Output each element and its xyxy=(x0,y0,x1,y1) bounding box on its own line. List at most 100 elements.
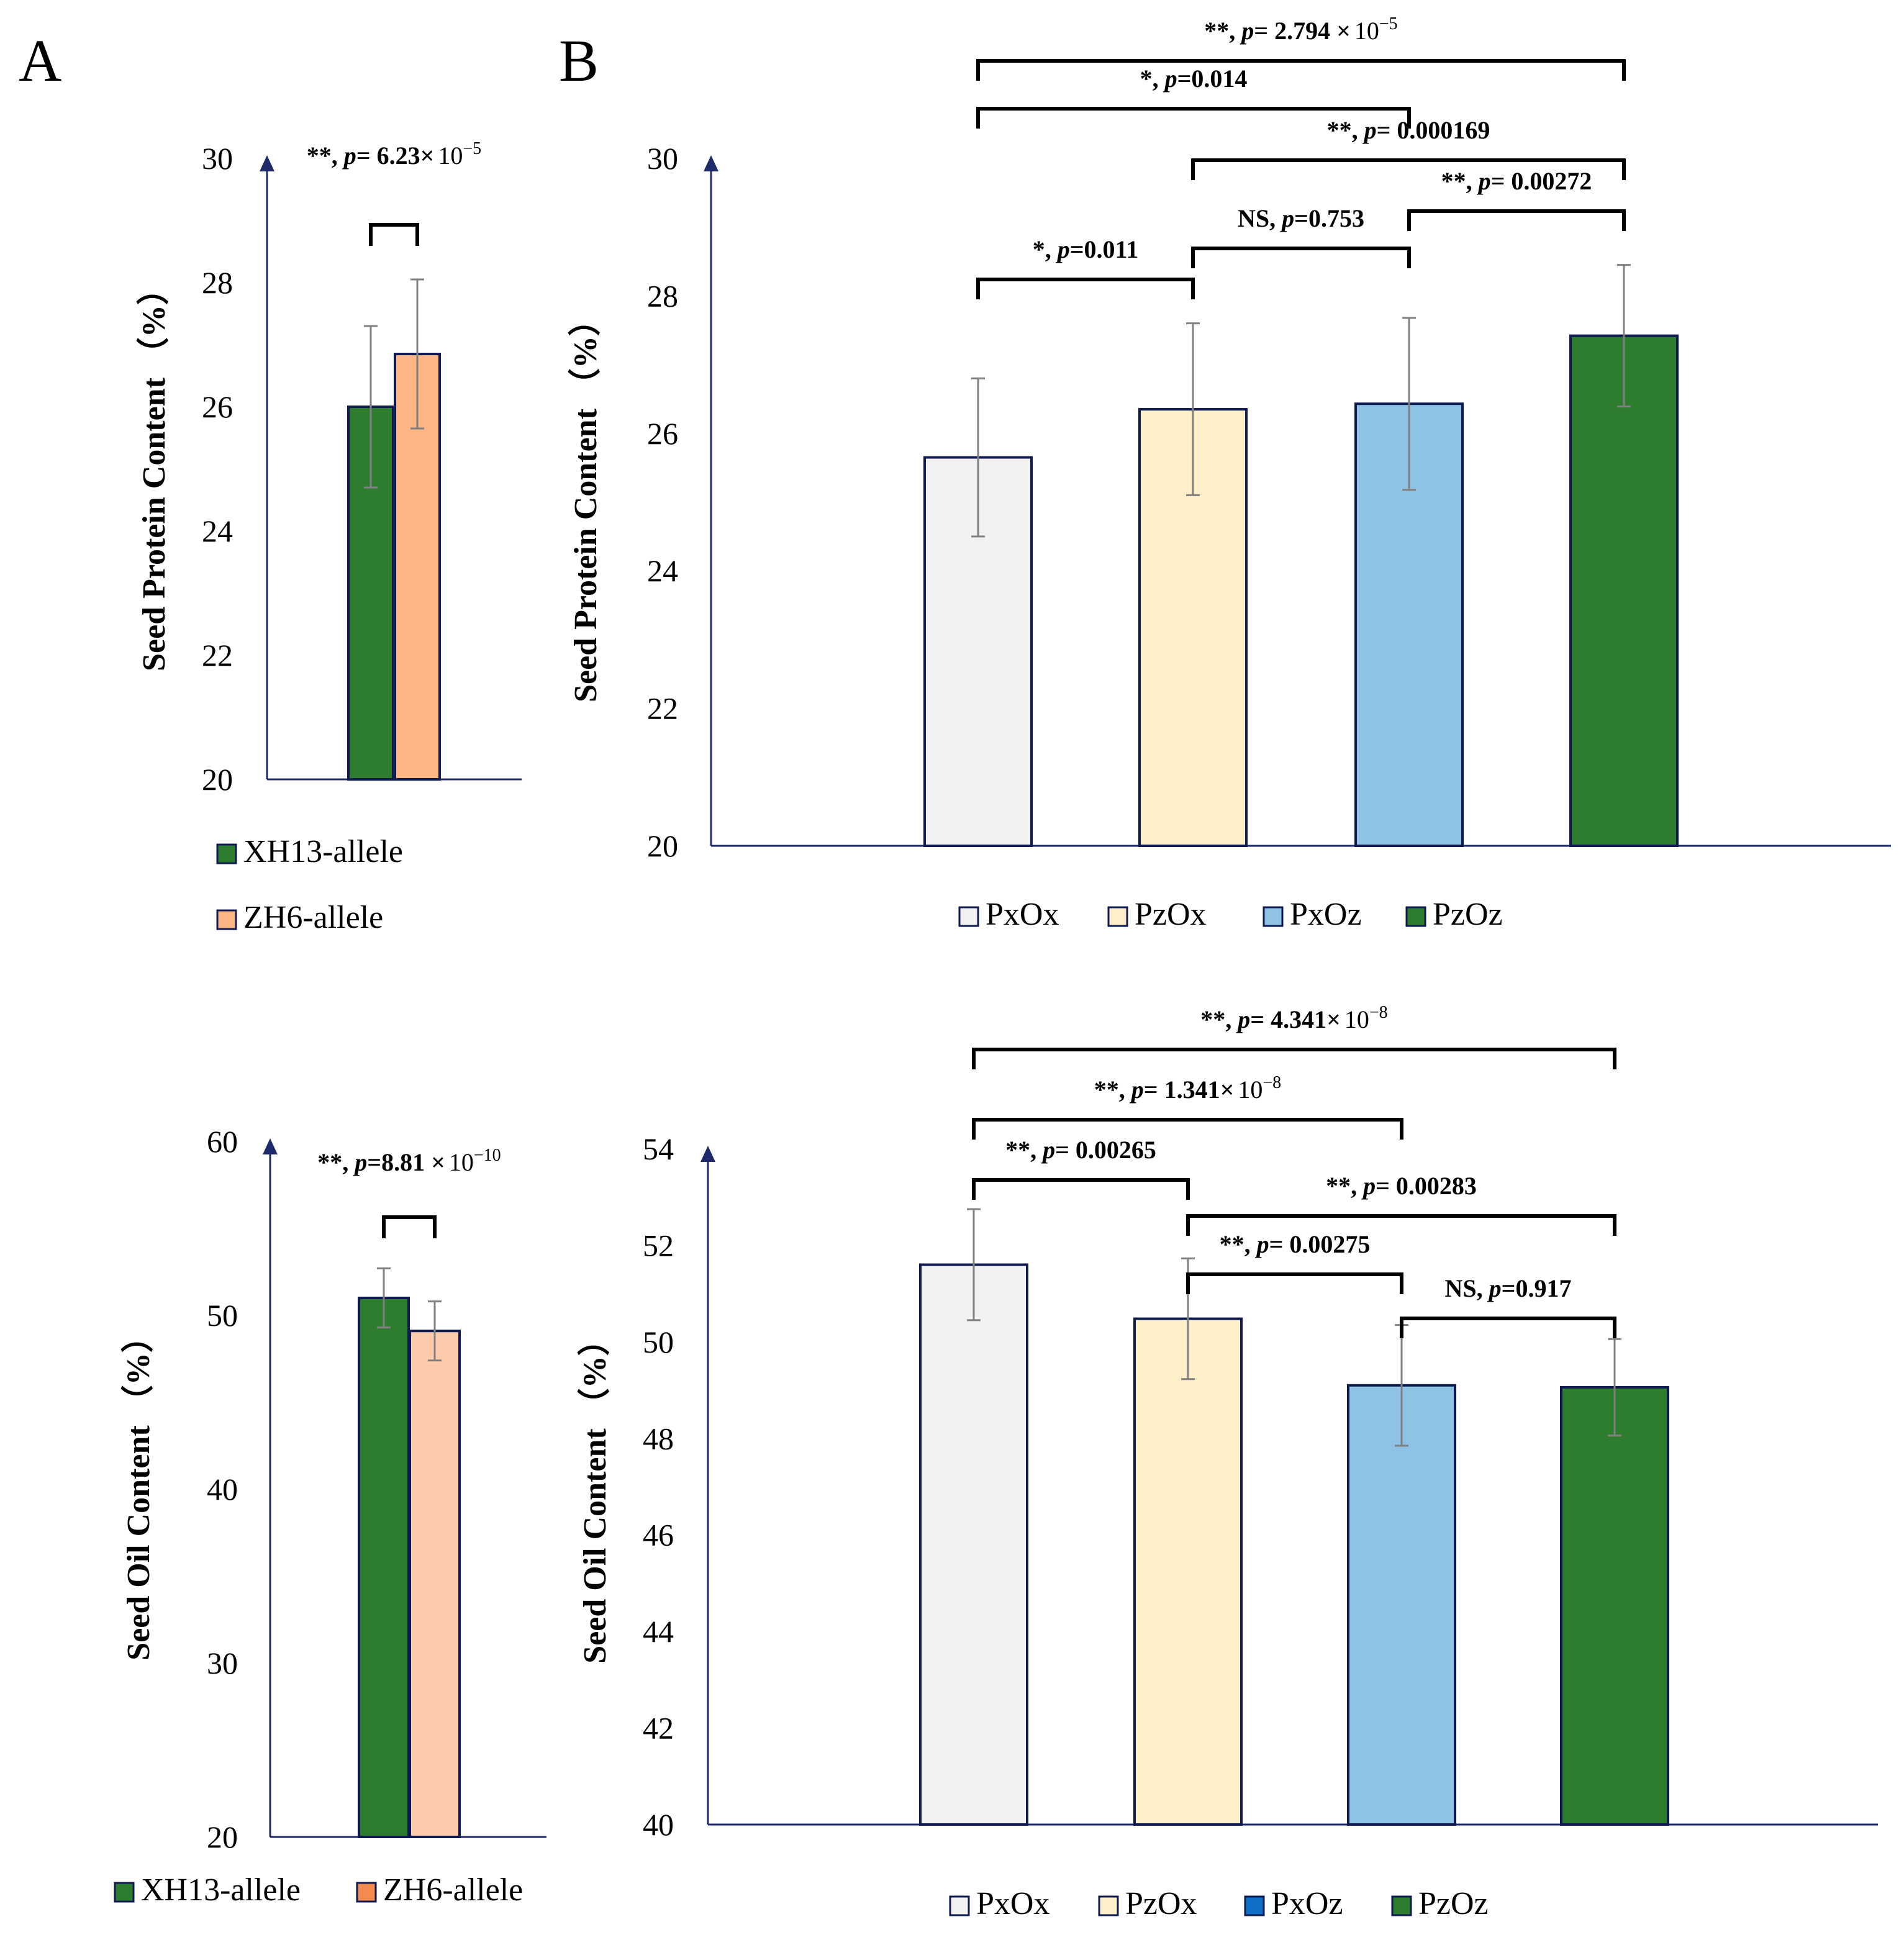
p-exponent: −5 xyxy=(463,139,481,158)
p-value-label: **, p=8.81 × 10−10 xyxy=(317,1146,501,1176)
significance-marker: ** xyxy=(1220,1230,1244,1258)
error-bar-pzoz xyxy=(1608,1338,1621,1437)
legend-label: PxOz xyxy=(1271,1886,1343,1921)
legend-swatch xyxy=(114,1882,135,1903)
error-bar-pzoz xyxy=(1617,264,1631,408)
error-bar-pxox xyxy=(967,1208,981,1322)
significance-marker: ** xyxy=(1005,1136,1030,1164)
y-axis-label: Seed Oil Content （%） xyxy=(120,1320,156,1660)
bar-pxox xyxy=(919,1263,1028,1826)
y-tick-label: 42 xyxy=(643,1711,674,1746)
bar-pxox xyxy=(923,456,1033,847)
significance-marker: NS xyxy=(1445,1274,1477,1302)
p-equals: = xyxy=(356,142,377,170)
legend-swatch xyxy=(1391,1895,1412,1916)
p-value-label: *, p=0.014 xyxy=(1140,65,1248,93)
bracket-line xyxy=(972,1178,1190,1200)
error-bar-zh6-allele xyxy=(428,1300,442,1362)
y-tick-label: 60 xyxy=(207,1124,238,1159)
chart-A-protein: 20 22 24 26 28 30 Seed Protein Content （%） **, … xyxy=(136,139,522,935)
p-value: 6.23× xyxy=(377,142,435,170)
y-axis-label: Seed Protein Content （%） xyxy=(136,273,172,671)
legend-swatch xyxy=(949,1895,970,1916)
significance-marker: ** xyxy=(1200,1005,1225,1033)
bracket-line xyxy=(976,278,1195,299)
y-tick-label: 20 xyxy=(207,1820,238,1854)
p-value: 1.341× xyxy=(1164,1076,1235,1104)
p-exponent: −8 xyxy=(1263,1073,1281,1092)
significance-bracket: **, p= 2.794 × 10−5 xyxy=(976,14,1626,81)
p-symbol: p xyxy=(1056,235,1070,263)
chart-B-protein: 20 22 24 26 28 30 Seed Protein Content （%） *, p… xyxy=(568,14,1891,932)
p-exponent-base: 10 xyxy=(438,142,463,170)
error-bar-pzox xyxy=(1186,322,1200,496)
y-tick-label: 26 xyxy=(202,389,233,424)
p-value: =0.014 xyxy=(1177,65,1248,93)
legend-item: XH13-allele xyxy=(114,1872,301,1908)
y-tick-label: 40 xyxy=(643,1807,674,1842)
y-axis-arrow-icon xyxy=(260,155,274,171)
significance-marker: NS xyxy=(1238,204,1269,232)
y-tick-label: 28 xyxy=(202,265,233,300)
significance-bracket: *, p=0.011 xyxy=(976,235,1195,299)
p-value: = 0.00275 xyxy=(1269,1230,1371,1258)
significance-marker: * xyxy=(1033,235,1045,263)
y-tick-label: 24 xyxy=(647,553,678,588)
bracket-line xyxy=(1400,1317,1616,1338)
bracket-line xyxy=(1186,1272,1403,1294)
p-symbol: p xyxy=(1240,17,1254,45)
p-value: = 0.00272 xyxy=(1491,167,1592,195)
significance-marker: * xyxy=(1140,65,1153,93)
significance-bracket: **, p= 0.00265 xyxy=(972,1136,1190,1200)
y-axis-label: Seed Protein Content （%） xyxy=(568,304,604,702)
legend-swatch xyxy=(216,909,237,930)
p-value-label: *, p=0.011 xyxy=(1033,235,1139,263)
bracket-line xyxy=(1191,247,1411,268)
p-symbol: p xyxy=(1255,1230,1269,1258)
y-tick-label: 26 xyxy=(647,416,678,451)
legend-label: PzOz xyxy=(1433,897,1503,932)
legend-swatch xyxy=(1098,1895,1119,1916)
p-value-label: **, p= 0.00265 xyxy=(1005,1136,1156,1164)
y-tick-label: 20 xyxy=(202,762,233,797)
legend-item: PzOz xyxy=(1391,1886,1489,1921)
y-tick-label: 30 xyxy=(207,1646,238,1680)
p-symbol: p xyxy=(1236,1005,1250,1033)
chart-B-oil: 40 42 44 46 48 50 52 54 Seed Oil Content （%） NS, … xyxy=(577,1003,1878,1921)
p-exponent-base: 10 xyxy=(449,1148,474,1176)
p-symbol: p xyxy=(1361,1172,1376,1200)
legend: PxOx PzOx PxOz PzOz xyxy=(958,897,1503,932)
p-symbol: p xyxy=(1130,1076,1144,1104)
significance-marker: ** xyxy=(1327,116,1352,144)
legend-label: PxOz xyxy=(1290,897,1362,932)
legend: PxOx PzOx PxOz PzOz xyxy=(949,1886,1489,1921)
legend-item: PxOz xyxy=(1263,897,1362,932)
significance-marker: ** xyxy=(1094,1076,1119,1104)
p-exponent: −5 xyxy=(1379,14,1398,34)
p-value-label: **, p= 0.00272 xyxy=(1441,167,1592,195)
y-axis-arrow-icon xyxy=(704,155,719,171)
y-tick-label: 30 xyxy=(202,141,233,176)
p-exponent: −8 xyxy=(1369,1003,1388,1022)
chart-A-oil: 20 30 40 50 60 Seed Oil Content （%） **, p=8.81… xyxy=(114,1124,546,1908)
legend-item: PxOx xyxy=(949,1886,1049,1921)
significance-bracket: **, p=8.81 × 10−10 xyxy=(317,1146,501,1238)
p-exponent: −10 xyxy=(474,1146,501,1165)
bracket-line xyxy=(976,59,1626,81)
panel-label-b: B xyxy=(559,27,599,94)
legend-swatch xyxy=(1244,1895,1265,1916)
p-value: = 0.00283 xyxy=(1376,1172,1477,1200)
p-symbol: p xyxy=(1477,167,1491,195)
p-equals: = xyxy=(1144,1076,1164,1104)
p-symbol: p xyxy=(1362,116,1377,144)
significance-bracket: **, p= 4.341× 10−8 xyxy=(972,1003,1616,1069)
y-tick-label: 22 xyxy=(202,638,233,673)
bar-xh13-allele xyxy=(358,1297,410,1838)
legend-label: PxOx xyxy=(976,1886,1049,1921)
legend-swatch xyxy=(1107,906,1128,927)
legend-label: PzOx xyxy=(1125,1886,1197,1921)
p-symbol: p xyxy=(1280,204,1294,232)
significance-bracket: **, p= 0.00283 xyxy=(1186,1172,1616,1236)
legend-item: XH13-allele xyxy=(216,834,403,869)
